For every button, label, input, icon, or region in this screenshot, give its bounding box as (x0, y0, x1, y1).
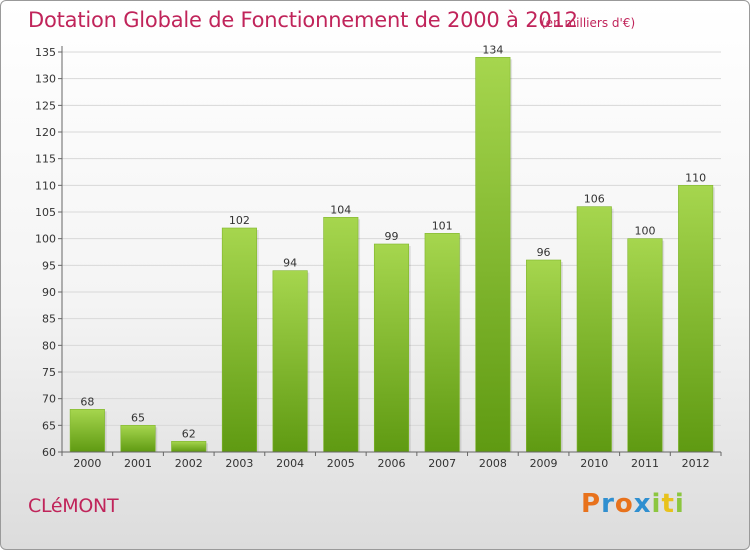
x-tick-label: 2006 (378, 457, 406, 470)
bar-value-label: 101 (432, 219, 453, 232)
logo-letter: r (601, 489, 615, 519)
proxiti-logo: Proxiti (581, 489, 685, 519)
y-tick-label: 100 (35, 233, 56, 246)
bar-value-label: 100 (634, 225, 655, 238)
chart-unit: (en milliers d'€) (541, 16, 636, 30)
bar (171, 441, 207, 453)
axes: 60 65 70 75 80 85 90 95 100 105 110 115 120 125 130 135… (35, 46, 722, 470)
x-tick-label: 2001 (124, 457, 152, 470)
chart-title: Dotation Globale de Fonctionnement de 20… (28, 8, 578, 32)
bar-value-label: 99 (385, 230, 399, 243)
bar-value-label: 110 (685, 171, 706, 184)
y-tick-label: 115 (35, 153, 56, 166)
x-tick-label: 2009 (530, 457, 558, 470)
logo-letter: t (661, 489, 675, 519)
bar (526, 259, 562, 453)
y-tick-label: 75 (42, 366, 56, 379)
bar-value-label: 134 (482, 43, 503, 56)
y-tick-label: 130 (35, 73, 56, 86)
y-tick-label: 105 (35, 206, 56, 219)
bar (221, 227, 257, 453)
y-tick-label: 120 (35, 126, 56, 139)
bar-value-label: 106 (584, 193, 605, 206)
x-tick-label: 2002 (175, 457, 203, 470)
y-tick-label: 135 (35, 46, 56, 59)
x-tick-label: 2003 (225, 457, 253, 470)
x-tick-label: 2000 (73, 457, 101, 470)
bar-value-label: 104 (330, 203, 351, 216)
y-tick-label: 65 (42, 419, 56, 432)
y-tick-label: 125 (35, 99, 56, 112)
bar (373, 243, 410, 453)
bar (627, 238, 663, 453)
y-tick-label: 90 (42, 286, 56, 299)
bar (69, 409, 105, 453)
y-tick-label: 60 (42, 446, 56, 459)
x-tick-label: 2005 (327, 457, 355, 470)
bar (475, 57, 511, 453)
bar-value-label: 96 (537, 246, 551, 259)
y-tick-label: 80 (42, 339, 56, 352)
bar (424, 233, 460, 453)
bar-value-label: 68 (80, 395, 94, 408)
bar (120, 425, 156, 453)
x-tick-label: 2008 (479, 457, 507, 470)
x-tick-label: 2007 (428, 457, 456, 470)
logo-letter: P (581, 489, 602, 519)
y-tick-label: 85 (42, 313, 56, 326)
bar (272, 270, 308, 453)
bar-value-label: 102 (229, 214, 250, 227)
bar (323, 217, 359, 453)
x-tick-label: 2011 (631, 457, 659, 470)
logo-letter: x (633, 489, 652, 519)
bar (576, 206, 612, 453)
logo-letter: o (614, 489, 634, 519)
x-tick-label: 2012 (682, 457, 710, 470)
y-tick-label: 110 (35, 179, 56, 192)
x-tick-label: 2004 (276, 457, 304, 470)
bar-value-label: 94 (283, 257, 297, 270)
y-tick-label: 70 (42, 393, 56, 406)
commune-name: CLéMONT (28, 495, 119, 517)
logo-letter: i (651, 489, 662, 519)
bar-value-label: 65 (131, 411, 145, 424)
y-tick-label: 95 (42, 259, 56, 272)
bar (678, 185, 714, 453)
bar-value-label: 62 (182, 427, 196, 440)
bars: 68 65 62 102 94 104 99 101 134 96 106 100 110 (69, 43, 715, 453)
logo-letter: i (674, 489, 685, 519)
x-tick-label: 2010 (580, 457, 608, 470)
